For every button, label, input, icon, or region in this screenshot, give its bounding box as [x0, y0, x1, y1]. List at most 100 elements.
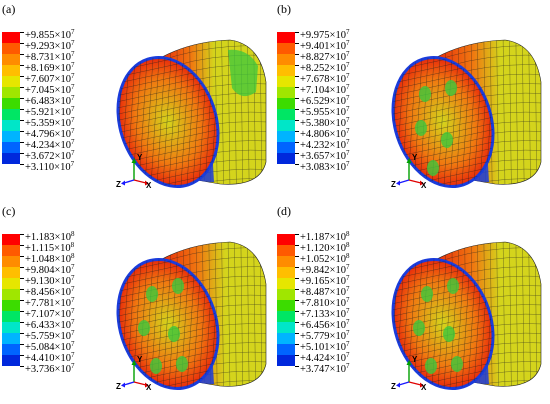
panel-b: (b) +9.975×107 +9.401×107 +8.827×107 +8.252… [275, 0, 550, 202]
legend-swatch [2, 98, 20, 109]
face-low-stress-spot [445, 80, 457, 96]
legend-row: +9.842×107 [277, 263, 392, 278]
legend-row: +7.104×107 [277, 83, 392, 98]
color-legend: +1.183×108 +1.115×108 +1.048×108 +9.804×107… [2, 230, 117, 377]
legend-swatch [277, 98, 295, 109]
legend-value: +4.410×107 [25, 351, 75, 364]
legend-row: +8.456×107 [2, 285, 117, 300]
legend-value: +5.380×107 [300, 116, 350, 129]
legend-swatch [277, 65, 295, 76]
legend-row: +1.048×108 [2, 252, 117, 267]
face-low-stress-spot [447, 278, 459, 294]
legend-swatch [277, 109, 295, 120]
legend-swatch [277, 120, 295, 131]
legend-swatch [277, 87, 295, 98]
axis-label-z: Z [391, 180, 396, 188]
legend-swatch [277, 322, 295, 333]
axis-label-z: Z [116, 180, 121, 188]
legend-value: +5.759×107 [25, 329, 75, 342]
legend-value: +9.293×107 [25, 39, 75, 52]
legend-tick [295, 120, 299, 121]
legend-tick [295, 322, 299, 323]
legend-tick [295, 267, 299, 268]
legend-tick [20, 278, 24, 279]
color-legend: +9.975×107 +9.401×107 +8.827×107 +8.252×107… [277, 28, 392, 175]
legend-row: +3.083×107 [277, 160, 392, 175]
legend-swatch [2, 142, 20, 153]
face-low-stress-spot [427, 160, 439, 176]
legend-swatch [2, 278, 20, 289]
legend-value: +9.855×107 [25, 28, 75, 41]
legend-swatch [2, 344, 20, 355]
legend-row: +8.487×107 [277, 285, 392, 300]
legend-tick [20, 98, 24, 99]
face-low-stress-spot [451, 356, 463, 372]
legend-row: +5.084×107 [2, 340, 117, 355]
legend-row: +8.827×107 [277, 50, 392, 65]
legend-swatch [277, 300, 295, 311]
legend-value: +5.359×107 [25, 116, 75, 129]
legend-value: +1.052×108 [300, 252, 350, 265]
stress-contour-cylinder [385, 39, 542, 192]
legend-value: +8.731×107 [25, 50, 75, 63]
legend-tick [20, 109, 24, 110]
legend-value: +7.107×107 [25, 307, 75, 320]
legend-row: +4.796×107 [2, 127, 117, 142]
legend-row: +6.483×107 [2, 94, 117, 109]
legend-row: +3.657×107 [277, 149, 392, 164]
legend-tick [295, 142, 299, 143]
axis-label-y: Y [137, 154, 143, 162]
legend-value: +9.975×107 [300, 28, 350, 41]
face-low-stress-spot [172, 278, 184, 294]
legend-tick [295, 311, 299, 312]
face-low-stress-spot [421, 286, 433, 302]
legend-row: +7.810×107 [277, 296, 392, 311]
legend-value: +6.529×107 [300, 94, 350, 107]
legend-row: +9.855×107 [2, 28, 117, 43]
legend-row: +7.607×107 [2, 72, 117, 87]
legend-tick [295, 245, 299, 246]
axis-label-z: Z [116, 382, 121, 390]
legend-row: +4.410×107 [2, 351, 117, 366]
legend-value: +5.084×107 [25, 340, 75, 353]
axis-label-y: Y [412, 154, 418, 162]
face-low-stress-spot [425, 358, 437, 374]
legend-value: +3.672×107 [25, 149, 75, 162]
legend-value: +3.736×107 [25, 362, 75, 375]
legend-row: +7.107×107 [2, 307, 117, 322]
legend-tick [295, 153, 299, 154]
axis-label-x: X [421, 383, 427, 390]
legend-value: +8.487×107 [300, 285, 350, 298]
legend-swatch [277, 333, 295, 344]
color-legend: +1.187×108 +1.120×108 +1.052×108 +9.842×107… [277, 230, 392, 377]
legend-value: +8.827×107 [300, 50, 350, 63]
legend-tick [20, 76, 24, 77]
legend-value: +4.806×107 [300, 127, 350, 140]
legend-tick [295, 164, 299, 165]
panel-label: (d) [277, 204, 291, 218]
legend-swatch [2, 322, 20, 333]
legend-row: +5.759×107 [2, 329, 117, 344]
axis-label-x: X [146, 383, 152, 390]
legend-swatch [277, 245, 295, 256]
legend-swatch [2, 333, 20, 344]
legend-tick [295, 109, 299, 110]
legend-value: +6.483×107 [25, 94, 75, 107]
face-low-stress-spot [415, 120, 427, 136]
legend-tick [295, 278, 299, 279]
legend-swatch [277, 131, 295, 142]
face-low-stress-spot [168, 326, 180, 342]
panel-d: (d) +1.187×108 +1.120×108 +1.052×108 +9.842… [275, 202, 550, 404]
legend-value: +6.433×107 [25, 318, 75, 331]
panel-label: (c) [2, 204, 16, 218]
stress-contour-cylinder [110, 241, 267, 394]
legend-row: +6.433×107 [2, 318, 117, 333]
legend-row: +1.120×108 [277, 241, 392, 256]
legend-row: +4.232×107 [277, 138, 392, 153]
legend-swatch [2, 87, 20, 98]
legend-tick [20, 32, 24, 33]
face-low-stress-spot [146, 286, 158, 302]
legend-tick [20, 153, 24, 154]
legend-row: +3.747×107 [277, 362, 392, 377]
legend-swatch [2, 120, 20, 131]
